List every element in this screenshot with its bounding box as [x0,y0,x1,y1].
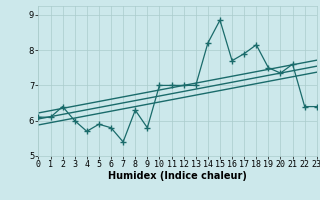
X-axis label: Humidex (Indice chaleur): Humidex (Indice chaleur) [108,171,247,181]
